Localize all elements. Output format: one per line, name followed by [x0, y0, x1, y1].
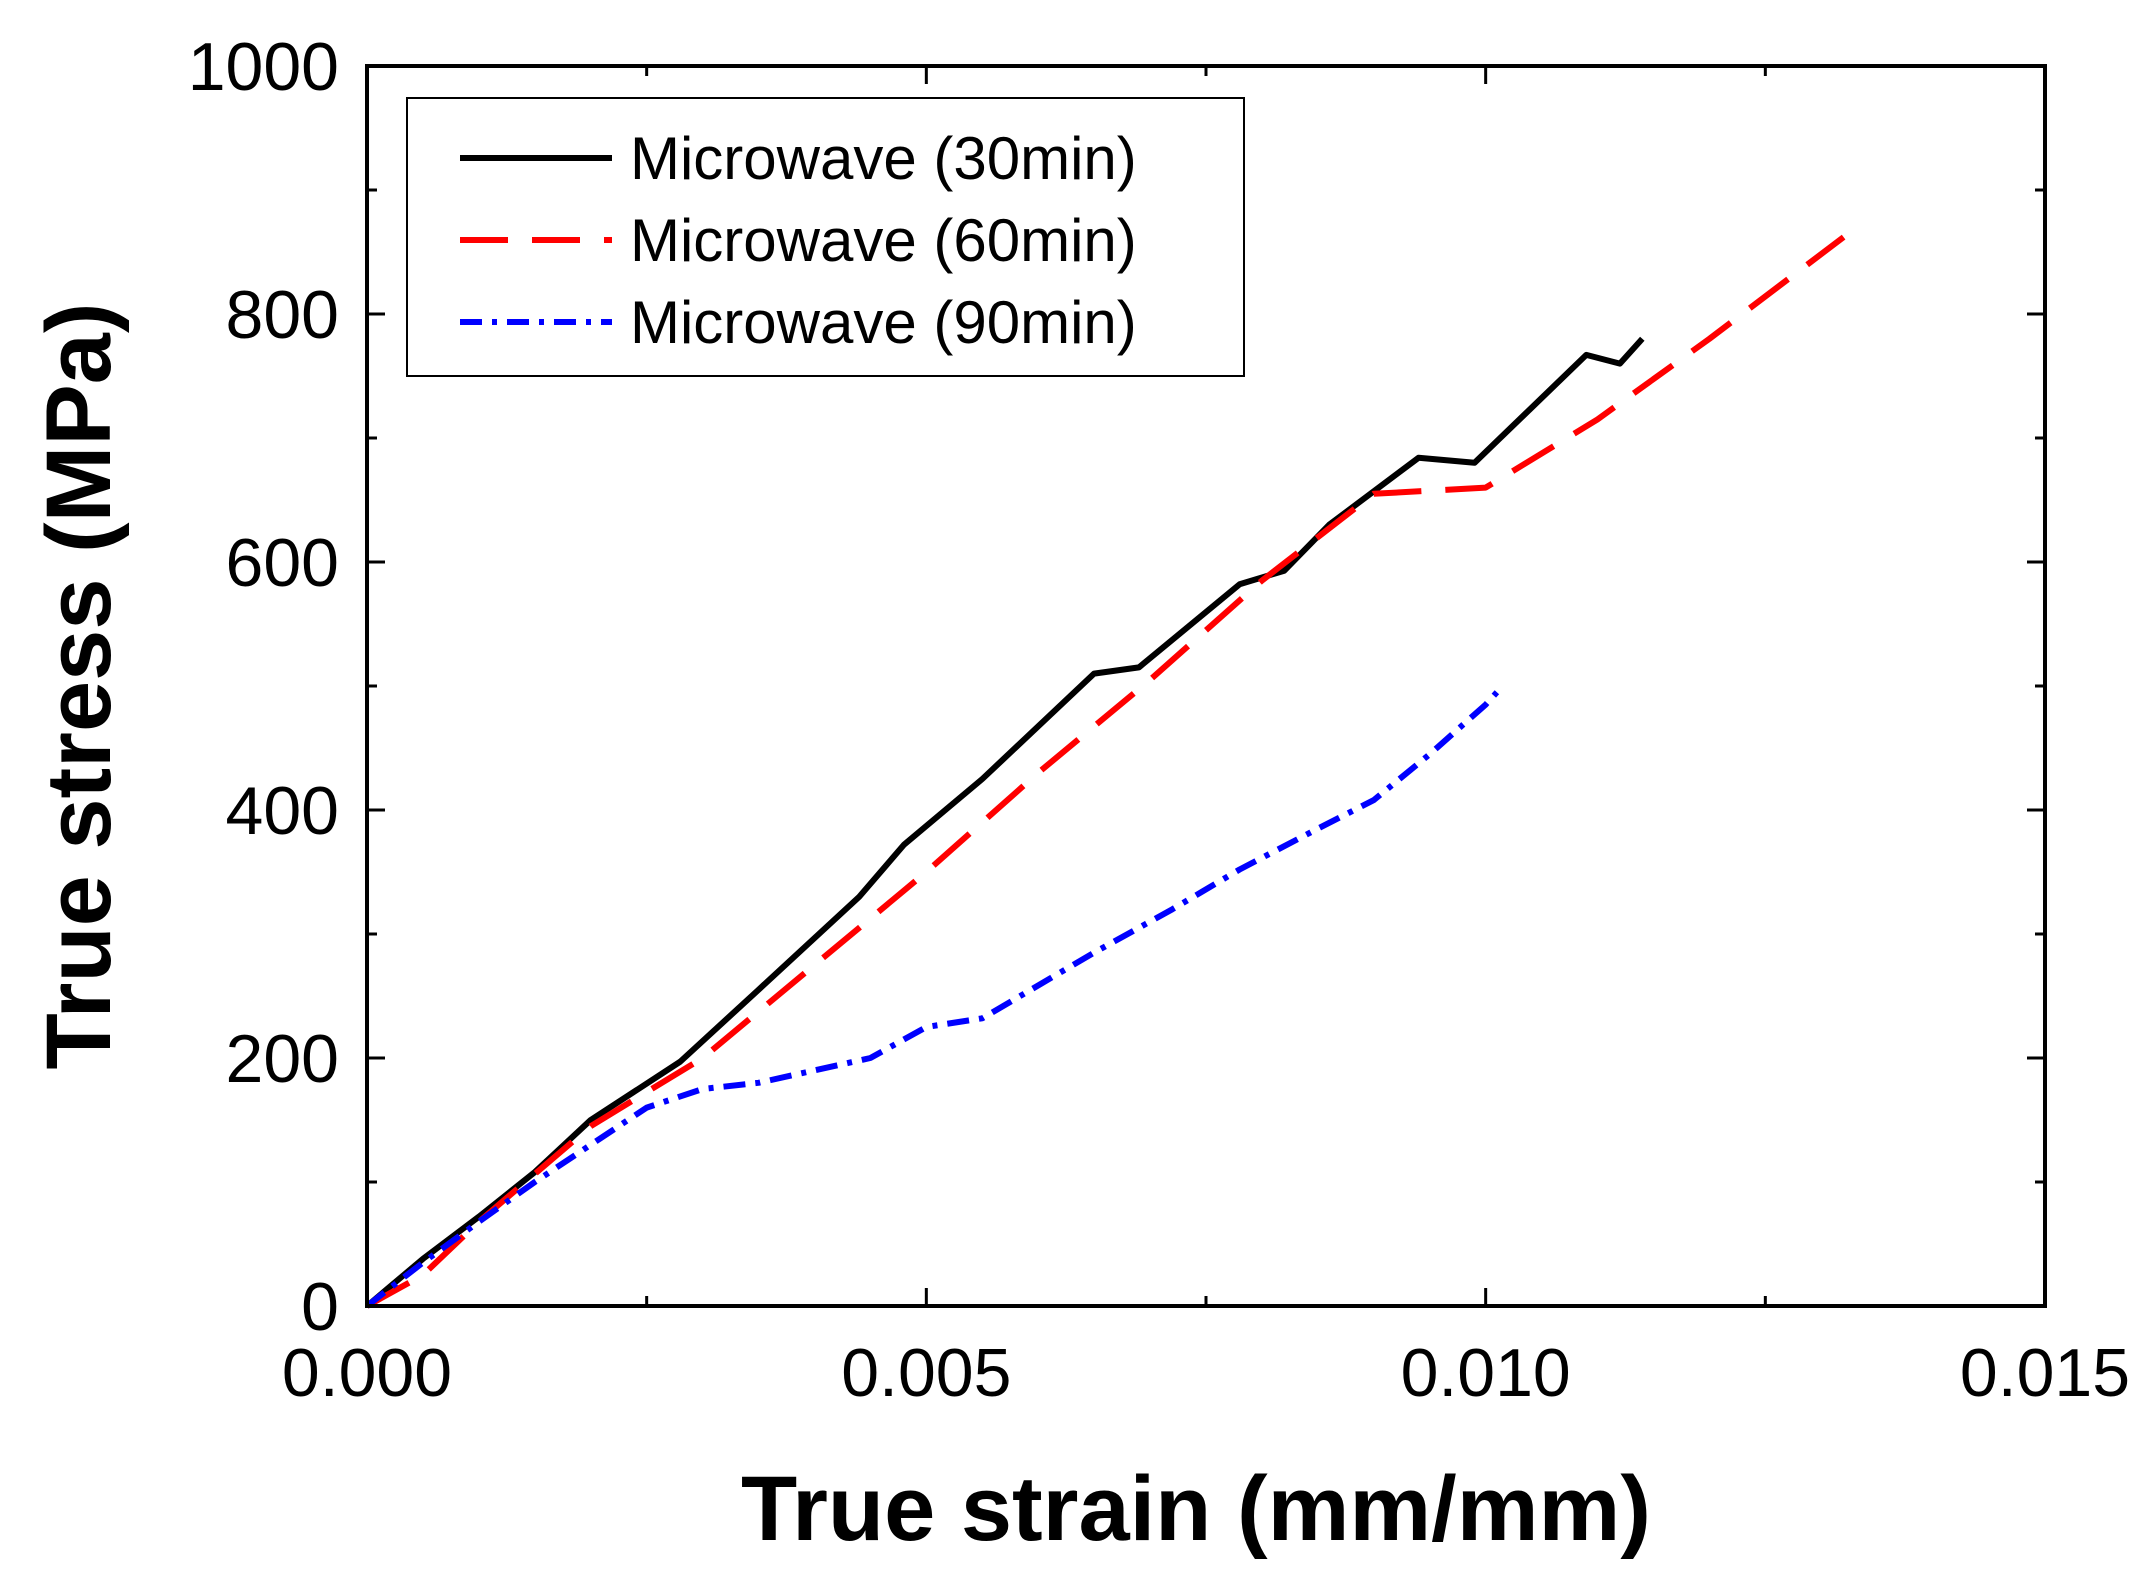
y-tick-label: 800 [226, 277, 339, 353]
legend-label-1: Microwave (30min) [630, 125, 1137, 192]
plot-frame [365, 64, 2047, 1308]
tick-labels: 0 200 400 600 800 1000 0.000 0.005 0.010 0.015 [188, 29, 2130, 1411]
x-tick-label: 0.010 [1401, 1335, 1571, 1411]
x-axis-title: True strain (mm/mm) [741, 1458, 1651, 1560]
series-line-2 [365, 234, 1846, 1309]
y-tick-label: 1000 [188, 29, 339, 105]
x-tick-label: 0.015 [1960, 1335, 2130, 1411]
legend: Microwave (30min) Microwave (60min) Microw… [406, 97, 1245, 377]
y-tick-label: 400 [226, 773, 339, 849]
series-line-3 [365, 690, 1500, 1309]
legend-label-3: Microwave (90min) [630, 289, 1137, 356]
series-lines [365, 234, 1846, 1309]
x-tick-label: 0.000 [282, 1335, 452, 1411]
x-tick-label: 0.005 [841, 1335, 1011, 1411]
y-tick-label: 600 [226, 525, 339, 601]
y-axis-title: True stress (MPa) [28, 303, 130, 1070]
y-tick-label: 200 [226, 1021, 339, 1097]
legend-label-2: Microwave (60min) [630, 207, 1137, 274]
y-tick-label: 0 [301, 1269, 339, 1345]
legend-items: Microwave (30min) Microwave (60min) Microw… [460, 125, 1137, 356]
